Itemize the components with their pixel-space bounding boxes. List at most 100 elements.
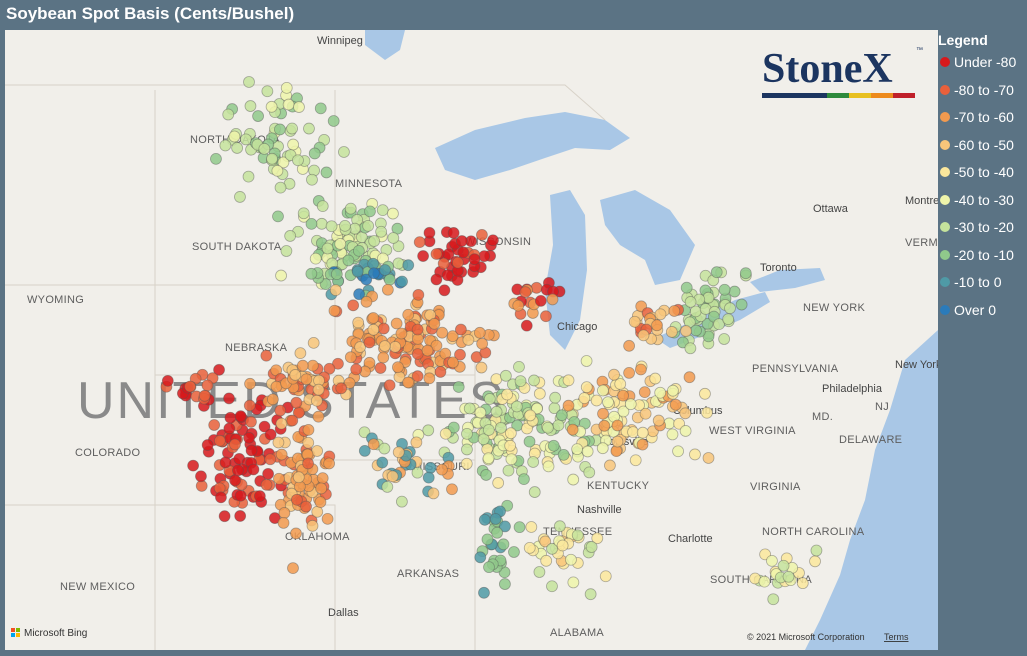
location-dot[interactable] bbox=[673, 417, 685, 430]
location-dot[interactable] bbox=[584, 588, 597, 601]
location-dot[interactable] bbox=[602, 396, 614, 409]
location-dot[interactable] bbox=[492, 477, 505, 489]
location-dot[interactable] bbox=[312, 383, 325, 396]
location-dot[interactable] bbox=[402, 308, 415, 321]
location-dot[interactable] bbox=[435, 463, 448, 476]
location-dot[interactable] bbox=[597, 407, 609, 420]
location-dot[interactable] bbox=[218, 510, 231, 523]
location-dot[interactable] bbox=[328, 304, 341, 317]
location-dot[interactable] bbox=[540, 310, 552, 323]
location-dot[interactable] bbox=[421, 344, 434, 357]
location-dot[interactable] bbox=[244, 100, 257, 112]
location-dot[interactable] bbox=[362, 219, 375, 232]
location-dot[interactable] bbox=[307, 336, 320, 349]
location-dot[interactable] bbox=[514, 375, 527, 388]
location-dot[interactable] bbox=[275, 269, 287, 282]
location-dot[interactable] bbox=[411, 348, 424, 360]
location-dot[interactable] bbox=[260, 349, 273, 362]
location-dot[interactable] bbox=[666, 428, 679, 441]
location-dot[interactable] bbox=[446, 330, 459, 343]
location-dot[interactable] bbox=[277, 517, 290, 529]
location-dot[interactable] bbox=[277, 156, 290, 169]
location-dot[interactable] bbox=[611, 419, 624, 432]
location-dot[interactable] bbox=[223, 392, 235, 405]
location-dot[interactable] bbox=[390, 317, 403, 330]
location-dot[interactable] bbox=[360, 273, 373, 286]
location-dot[interactable] bbox=[596, 442, 609, 455]
location-dot[interactable] bbox=[434, 366, 447, 378]
location-dot[interactable] bbox=[439, 427, 452, 440]
location-dot[interactable] bbox=[290, 493, 303, 506]
location-dot[interactable] bbox=[422, 471, 435, 484]
location-dot[interactable] bbox=[290, 527, 302, 540]
location-dot[interactable] bbox=[504, 427, 517, 440]
location-dot[interactable] bbox=[258, 420, 271, 433]
location-dot[interactable] bbox=[527, 456, 540, 468]
location-dot[interactable] bbox=[261, 85, 274, 98]
location-dot[interactable] bbox=[274, 181, 287, 194]
location-dot[interactable] bbox=[580, 355, 593, 367]
location-dot[interactable] bbox=[628, 315, 641, 328]
location-dot[interactable] bbox=[376, 204, 389, 217]
location-dot[interactable] bbox=[525, 521, 538, 533]
location-dot[interactable] bbox=[457, 246, 470, 259]
location-dot[interactable] bbox=[343, 377, 356, 389]
location-dot[interactable] bbox=[669, 398, 682, 411]
location-dot[interactable] bbox=[497, 538, 510, 551]
location-dot[interactable] bbox=[701, 317, 714, 330]
location-dot[interactable] bbox=[308, 147, 321, 160]
location-dot[interactable] bbox=[391, 222, 404, 235]
location-dot[interactable] bbox=[223, 422, 236, 435]
location-dot[interactable] bbox=[718, 283, 731, 296]
location-dot[interactable] bbox=[266, 393, 279, 406]
location-dot[interactable] bbox=[258, 143, 271, 155]
location-dot[interactable] bbox=[728, 285, 741, 298]
location-dot[interactable] bbox=[513, 521, 526, 534]
location-dot[interactable] bbox=[272, 210, 284, 223]
location-dot[interactable] bbox=[289, 369, 302, 381]
location-dot[interactable] bbox=[234, 510, 247, 522]
location-dot[interactable] bbox=[383, 379, 396, 392]
location-dot[interactable] bbox=[699, 387, 711, 400]
location-dot[interactable] bbox=[347, 299, 360, 312]
location-dot[interactable] bbox=[454, 348, 466, 361]
location-dot[interactable] bbox=[302, 436, 315, 449]
location-dot[interactable] bbox=[510, 400, 523, 413]
location-dot[interactable] bbox=[502, 464, 515, 477]
location-dot[interactable] bbox=[495, 421, 507, 434]
location-dot[interactable] bbox=[580, 381, 593, 394]
legend-item[interactable]: -60 to -50 bbox=[938, 137, 1027, 165]
location-dot[interactable] bbox=[219, 456, 232, 469]
location-dot[interactable] bbox=[499, 578, 511, 590]
location-dot[interactable] bbox=[810, 544, 823, 557]
location-dot[interactable] bbox=[350, 363, 363, 376]
location-dot[interactable] bbox=[777, 559, 790, 572]
location-dot[interactable] bbox=[718, 333, 731, 345]
location-dot[interactable] bbox=[767, 593, 780, 606]
location-dot[interactable] bbox=[809, 555, 821, 568]
location-dot[interactable] bbox=[274, 404, 287, 417]
location-dot[interactable] bbox=[234, 191, 246, 203]
location-dot[interactable] bbox=[243, 399, 256, 412]
location-dot[interactable] bbox=[489, 513, 502, 525]
location-dot[interactable] bbox=[302, 423, 315, 436]
location-dot[interactable] bbox=[312, 410, 325, 423]
location-dot[interactable] bbox=[766, 554, 778, 567]
location-dot[interactable] bbox=[417, 250, 429, 262]
location-dot[interactable] bbox=[300, 373, 313, 386]
location-dot[interactable] bbox=[672, 445, 684, 458]
location-dot[interactable] bbox=[360, 295, 373, 308]
location-dot[interactable] bbox=[275, 448, 288, 461]
location-dot[interactable] bbox=[287, 562, 299, 574]
location-dot[interactable] bbox=[473, 326, 486, 339]
location-dot[interactable] bbox=[243, 76, 255, 88]
location-dot[interactable] bbox=[684, 342, 697, 355]
location-dot[interactable] bbox=[562, 399, 575, 412]
location-dot[interactable] bbox=[654, 386, 667, 399]
location-dot[interactable] bbox=[377, 252, 389, 265]
location-dot[interactable] bbox=[224, 411, 237, 424]
location-dot[interactable] bbox=[758, 575, 771, 588]
location-dot[interactable] bbox=[528, 374, 540, 387]
location-dot[interactable] bbox=[651, 319, 663, 332]
location-dot[interactable] bbox=[476, 337, 489, 350]
